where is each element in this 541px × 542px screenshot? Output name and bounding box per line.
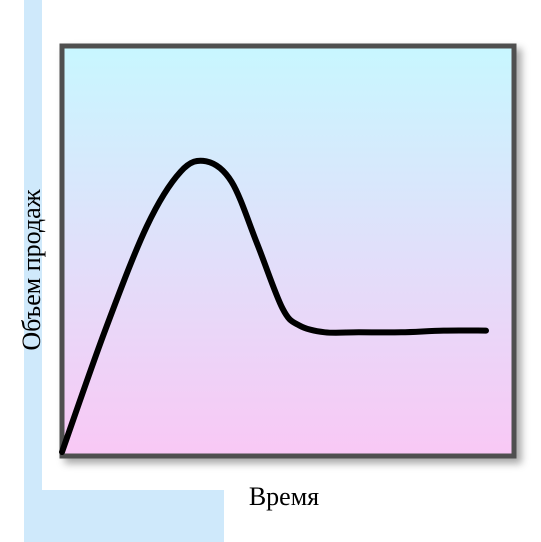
plot-area <box>59 43 517 459</box>
x-axis-label: Время <box>248 482 320 511</box>
y-axis-label: Объем продаж <box>17 189 46 351</box>
sales-curve <box>59 157 489 455</box>
